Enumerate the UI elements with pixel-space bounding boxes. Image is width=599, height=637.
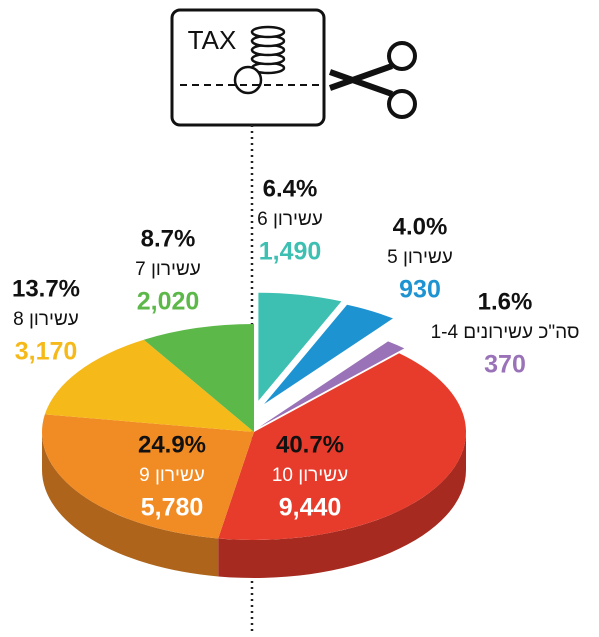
percent-label: 24.9% xyxy=(138,431,206,458)
percent-label: 13.7% xyxy=(12,275,80,302)
slice xyxy=(258,292,342,401)
slice xyxy=(259,341,405,428)
slice xyxy=(143,323,254,432)
amount-label: 2,020 xyxy=(137,288,200,316)
category-label: סה"כ עשירונים 1-4 xyxy=(431,322,580,343)
tax-icon: TAX xyxy=(170,8,417,127)
category-label: עשירון 5 xyxy=(387,247,453,268)
percent-label: 4.0% xyxy=(393,213,448,240)
slice-side xyxy=(218,432,467,578)
amount-label: 930 xyxy=(399,276,441,304)
amount-label: 9,440 xyxy=(279,494,342,522)
percent-label: 1.6% xyxy=(478,288,533,315)
top-faces xyxy=(41,292,467,541)
amount-label: 1,490 xyxy=(259,238,322,266)
category-label: עשירון 7 xyxy=(135,259,201,280)
percent-label: 40.7% xyxy=(276,431,344,458)
category-label: עשירון 10 xyxy=(272,465,348,486)
category-label: עשירון 8 xyxy=(13,309,79,330)
amount-label: 3,170 xyxy=(15,338,78,366)
slice xyxy=(41,414,254,539)
icon-text: TAX xyxy=(188,25,237,55)
slice-side xyxy=(42,432,219,577)
percent-label: 6.4% xyxy=(263,175,318,202)
amount-label: 370 xyxy=(484,351,526,379)
percent-label: 8.7% xyxy=(141,225,196,252)
slice xyxy=(44,339,255,432)
slice xyxy=(218,353,467,541)
slice xyxy=(264,304,393,405)
side-walls xyxy=(42,432,467,578)
amount-label: 5,780 xyxy=(141,494,204,522)
category-label: עשירון 9 xyxy=(139,465,205,486)
category-label: עשירון 6 xyxy=(257,209,323,230)
